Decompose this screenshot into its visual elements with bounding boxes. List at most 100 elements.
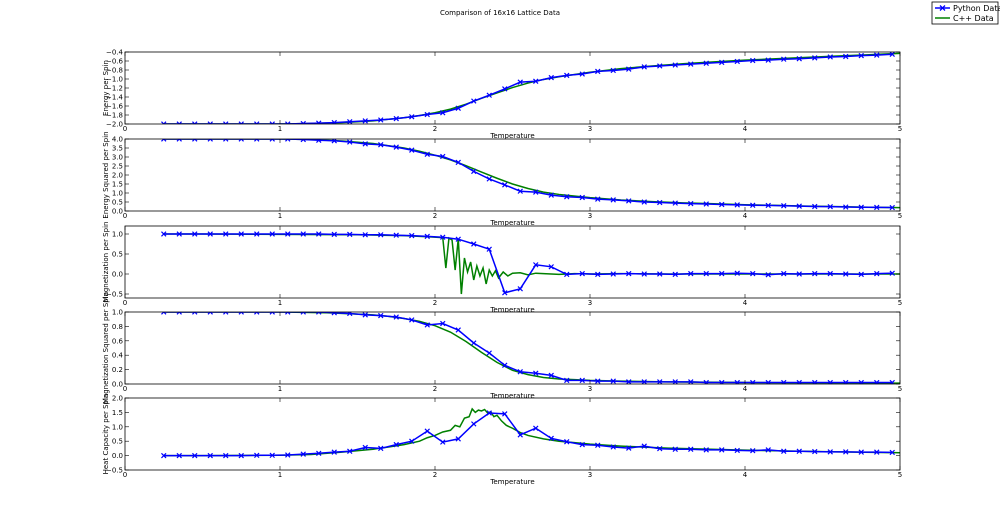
python-point [161, 452, 167, 459]
python-point [517, 286, 523, 292]
python-point [874, 379, 880, 384]
python-point [393, 314, 399, 320]
python-point [812, 379, 818, 384]
python-point [874, 204, 880, 211]
python-point [238, 121, 244, 124]
x-axis-label: Temperature [489, 132, 534, 140]
python-point [347, 119, 353, 124]
python-point [672, 446, 678, 452]
python-point [331, 312, 337, 316]
python-point [207, 139, 213, 142]
series-group [161, 139, 900, 211]
python-series-line [163, 412, 893, 457]
x-tick-label: 5 [898, 385, 902, 393]
y-axis-label: Energy per Spin [102, 60, 110, 116]
python-point [502, 182, 508, 188]
python-point [517, 432, 523, 438]
python-point [548, 74, 554, 81]
python-point [440, 153, 446, 160]
python-point [796, 379, 802, 384]
y-tick-label: 0.0 [112, 271, 123, 279]
python-point [703, 447, 709, 453]
python-point [362, 141, 368, 147]
python-point [843, 449, 849, 455]
python-point [548, 264, 554, 270]
python-point [626, 198, 632, 204]
python-point [657, 199, 663, 206]
x-tick-label: 4 [743, 125, 748, 133]
python-point [626, 66, 632, 72]
python-point [533, 370, 539, 376]
python-point [347, 231, 353, 238]
python-point [781, 56, 787, 62]
python-point [827, 54, 833, 60]
python-point [796, 448, 802, 455]
python-point [238, 452, 244, 459]
python-point [548, 192, 554, 198]
x-tick-label: 5 [898, 125, 902, 133]
python-point [424, 428, 430, 434]
python-point [471, 98, 477, 104]
legend-marker-python [939, 5, 946, 11]
python-point [672, 200, 678, 206]
python-point [409, 317, 415, 323]
python-point [300, 231, 306, 237]
x-tick-label: 2 [433, 299, 437, 307]
python-point [765, 447, 771, 453]
python-point [719, 201, 725, 208]
python-point [564, 439, 570, 445]
x-tick-label: 5 [898, 471, 902, 479]
python-point [192, 231, 198, 237]
python-point [409, 114, 415, 120]
python-point [316, 120, 322, 124]
python-point [579, 270, 585, 277]
python-series-line [163, 139, 893, 209]
y-tick-label: −0.5 [106, 467, 123, 475]
x-tick-label: 2 [433, 385, 437, 393]
python-point [548, 372, 554, 379]
python-point [362, 118, 368, 124]
y-tick-label: −0.6 [106, 58, 124, 66]
y-tick-label: −1.4 [106, 94, 124, 102]
python-point [688, 61, 694, 67]
python-point [703, 379, 709, 384]
x-tick-label: 0 [123, 299, 127, 307]
python-point [455, 327, 461, 333]
x-axis-label: Temperature [489, 478, 534, 486]
python-point [641, 64, 647, 70]
python-point [610, 378, 616, 384]
y-tick-label: −1.0 [106, 76, 123, 84]
python-point [548, 435, 554, 442]
python-point [409, 147, 415, 153]
python-point [734, 379, 740, 384]
python-point [812, 203, 818, 210]
y-tick-label: 0.8 [112, 323, 123, 331]
python-point [858, 379, 864, 384]
python-point [517, 369, 523, 375]
y-tick-label: 4.0 [112, 136, 123, 144]
python-point [378, 142, 384, 148]
python-point [502, 411, 508, 417]
python-point [564, 72, 570, 79]
python-point [734, 202, 740, 208]
python-point [176, 452, 182, 459]
y-tick-label: 3.5 [112, 145, 123, 153]
python-point [502, 362, 508, 369]
y-axis-label: Magnetization per Spin [102, 222, 110, 303]
plot-frame [124, 225, 901, 299]
x-tick-label: 1 [278, 212, 282, 220]
python-point [269, 312, 275, 315]
plot-frame [124, 311, 901, 385]
x-tick-label: 5 [898, 212, 902, 220]
y-tick-label: 2.0 [112, 172, 123, 180]
python-point [424, 151, 430, 158]
python-point [362, 444, 368, 451]
x-tick-label: 4 [743, 212, 748, 220]
python-point [781, 448, 787, 455]
python-point [161, 231, 167, 237]
python-point [347, 139, 353, 145]
python-point [610, 271, 616, 277]
python-point [471, 340, 477, 346]
python-point [579, 194, 585, 201]
python-point [424, 233, 430, 240]
